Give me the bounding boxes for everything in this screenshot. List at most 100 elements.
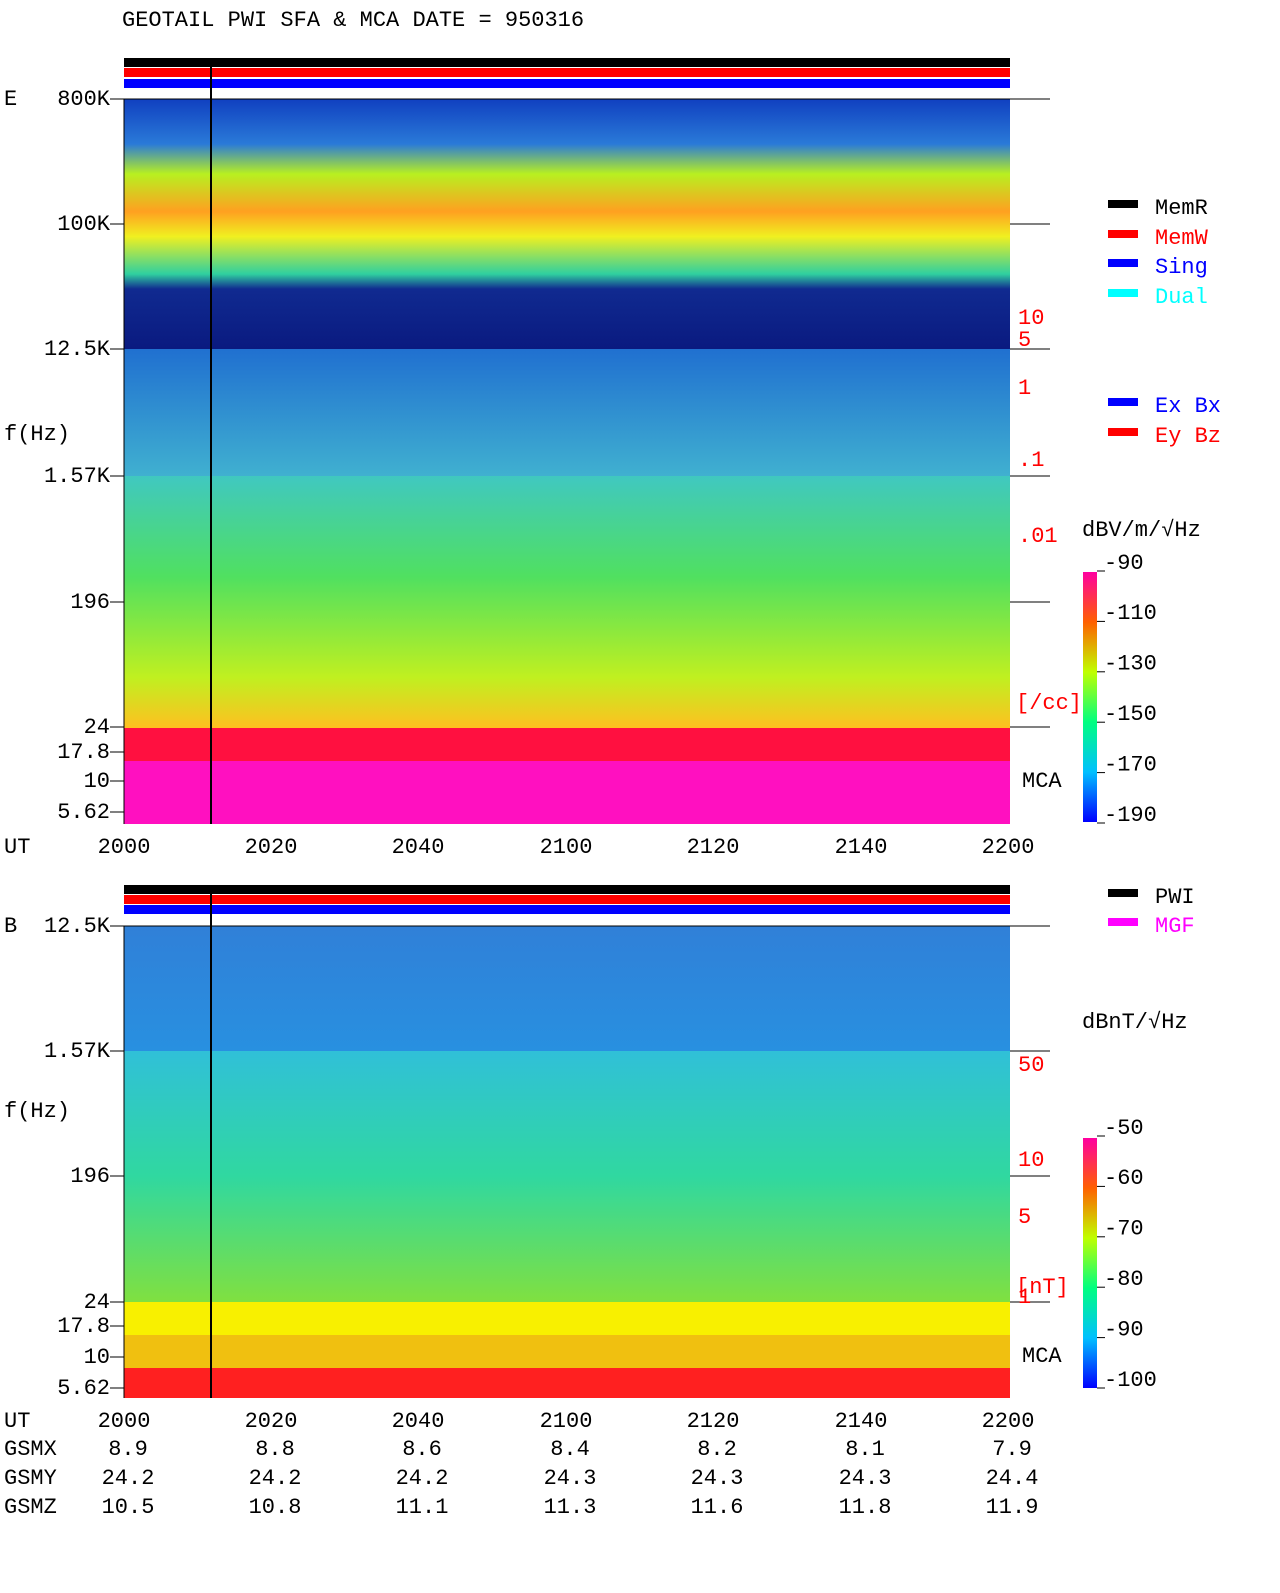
density-label: 5	[1018, 1205, 1031, 1230]
y-tick-label: 12.5K	[44, 337, 111, 362]
density-label: .1	[1018, 448, 1044, 473]
x-tick-label: 2040	[392, 835, 445, 860]
density-label: 10	[1018, 306, 1044, 331]
x-tick-label: 2200	[982, 835, 1035, 860]
legend-label: MemR	[1155, 196, 1208, 221]
x-tick-label: 2120	[687, 1409, 740, 1434]
x-axis-label: UT	[4, 835, 30, 860]
y-tick-label: 24	[84, 1290, 110, 1315]
density-label: 1	[1018, 376, 1031, 401]
e-colorbar	[1083, 572, 1097, 822]
panel-label: E	[4, 87, 17, 112]
legend-swatch	[1108, 889, 1138, 897]
y-tick-label: 10	[84, 769, 110, 794]
y-tick-label: 1.57K	[44, 1039, 111, 1064]
orbit-value: 24.3	[691, 1466, 744, 1491]
colorbar-label: -50	[1104, 1116, 1144, 1141]
mca-label: MCA	[1022, 769, 1062, 794]
y-tick-label: 196	[70, 590, 110, 615]
legend-label: PWI	[1155, 885, 1195, 910]
orbit-value: 24.2	[396, 1466, 449, 1491]
orbit-value: 11.6	[691, 1495, 744, 1520]
orbit-value: 8.8	[255, 1437, 295, 1462]
title: GEOTAIL PWI SFA & MCA DATE = 950316	[122, 8, 584, 33]
legend-swatch	[1108, 289, 1138, 297]
y-tick-label: 5.62	[57, 800, 110, 825]
legend-swatch	[1108, 918, 1138, 926]
y-tick-label: 10	[84, 1345, 110, 1370]
b-colorbar	[1083, 1138, 1097, 1388]
orbit-value: 11.9	[986, 1495, 1039, 1520]
y-tick-label: 800K	[57, 87, 111, 112]
x-tick-label: 2040	[392, 1409, 445, 1434]
orbit-label: GSMZ	[4, 1495, 57, 1520]
density-unit: [nT]	[1016, 1275, 1069, 1300]
x-tick-label: 2140	[835, 1409, 888, 1434]
density-label: 10	[1018, 1148, 1044, 1173]
orbit-value: 8.2	[697, 1437, 737, 1462]
colorbar-label: -150	[1104, 702, 1157, 727]
panel-label: B	[4, 914, 17, 939]
orbit-label: GSMX	[4, 1437, 57, 1462]
orbit-value: 11.1	[396, 1495, 449, 1520]
orbit-value: 10.8	[249, 1495, 302, 1520]
legend-label: Ex Bx	[1155, 394, 1221, 419]
density-label: .01	[1018, 524, 1058, 549]
orbit-value: 8.1	[845, 1437, 885, 1462]
x-tick-label: 2000	[98, 1409, 151, 1434]
orbit-value: 11.8	[839, 1495, 892, 1520]
density-label: 5	[1018, 328, 1031, 353]
legend-label: MemW	[1155, 226, 1209, 251]
x-tick-label: 2120	[687, 835, 740, 860]
y-tick-label: 24	[84, 715, 110, 740]
colorbar-label: -110	[1104, 601, 1157, 626]
legend-label: Ey Bz	[1155, 424, 1221, 449]
legend-swatch	[1108, 428, 1138, 436]
colorbar-label: -70	[1104, 1217, 1144, 1242]
orbit-value: 7.9	[992, 1437, 1032, 1462]
x-tick-label: 2020	[245, 1409, 298, 1434]
orbit-value: 24.2	[102, 1466, 155, 1491]
b-spectrogram	[124, 885, 1010, 1398]
colorbar-label: -100	[1104, 1368, 1157, 1393]
y-tick-label: 196	[70, 1164, 110, 1189]
colorbar-unit: dBnT/√Hz	[1082, 1010, 1188, 1035]
density-label: 50	[1018, 1053, 1044, 1078]
colorbar-label: -80	[1104, 1267, 1144, 1292]
colorbar-label: -170	[1104, 752, 1157, 777]
x-tick-label: 2100	[540, 835, 593, 860]
orbit-value: 8.6	[402, 1437, 442, 1462]
y-tick-label: 5.62	[57, 1376, 110, 1401]
colorbar-label: -130	[1104, 652, 1157, 677]
x-axis-label: UT	[4, 1409, 30, 1434]
x-tick-label: 2200	[982, 1409, 1035, 1434]
e-spectrogram	[124, 58, 1010, 824]
x-tick-label: 2020	[245, 835, 298, 860]
legend-swatch	[1108, 398, 1138, 406]
legend-swatch	[1108, 200, 1138, 208]
orbit-value: 8.4	[550, 1437, 590, 1462]
density-unit: [/cc]	[1016, 691, 1082, 716]
colorbar-label: -190	[1104, 803, 1157, 828]
legend-label: Sing	[1155, 255, 1208, 280]
colorbar-label: -60	[1104, 1166, 1144, 1191]
orbit-value: 24.3	[544, 1466, 597, 1491]
orbit-label: GSMY	[4, 1466, 57, 1491]
legend-label: MGF	[1155, 914, 1195, 939]
orbit-value: 11.3	[544, 1495, 597, 1520]
orbit-value: 10.5	[102, 1495, 155, 1520]
x-tick-label: 2100	[540, 1409, 593, 1434]
density-label: 1	[1018, 1285, 1031, 1310]
y-tick-label: 17.8	[57, 740, 110, 765]
legend-label: Dual	[1155, 285, 1208, 310]
x-tick-label: 2140	[835, 835, 888, 860]
orbit-value: 24.2	[249, 1466, 302, 1491]
y-tick-label: 12.5K	[44, 914, 111, 939]
y-tick-label: 17.8	[57, 1314, 110, 1339]
orbit-value: 8.9	[108, 1437, 148, 1462]
y-tick-label: 100K	[57, 212, 111, 237]
colorbar-label: -90	[1104, 1317, 1144, 1342]
mca-label: MCA	[1022, 1344, 1062, 1369]
x-tick-label: 2000	[98, 835, 151, 860]
